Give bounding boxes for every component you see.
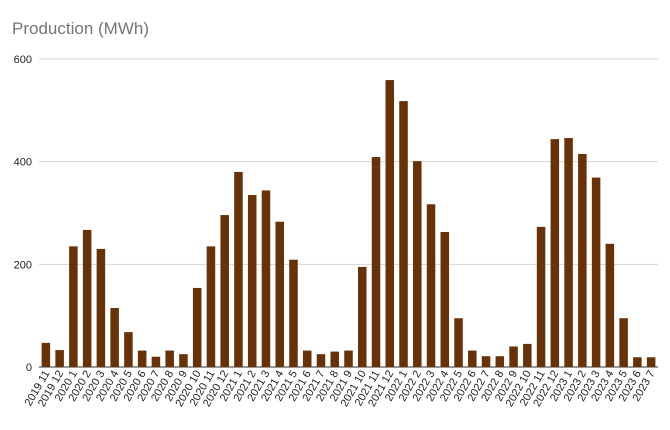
bar — [578, 153, 587, 367]
bar — [289, 259, 298, 367]
bar — [192, 287, 202, 367]
bar — [371, 157, 381, 367]
bar — [426, 204, 436, 367]
bar — [165, 350, 174, 367]
bar — [96, 248, 106, 367]
y-axis: 0 200 400 600 — [14, 54, 32, 374]
bar — [633, 357, 642, 367]
y-tick-label: 400 — [14, 157, 32, 169]
bar — [302, 350, 312, 367]
bar — [261, 190, 271, 367]
bar — [413, 161, 422, 367]
bar — [151, 356, 161, 367]
bar — [399, 101, 408, 367]
bar — [41, 342, 51, 367]
bar — [481, 356, 491, 367]
bar — [82, 229, 92, 367]
bar — [206, 246, 216, 367]
bar — [385, 80, 395, 368]
bar — [564, 138, 573, 367]
bar — [440, 231, 450, 367]
bar — [468, 350, 477, 367]
bar — [509, 346, 518, 367]
y-tick-label: 600 — [14, 54, 32, 66]
bar — [275, 221, 284, 367]
bar — [220, 215, 229, 367]
bar — [619, 318, 628, 367]
y-tick-label: 200 — [14, 259, 32, 271]
bar — [357, 266, 367, 367]
bar — [646, 357, 656, 367]
bar — [591, 177, 601, 367]
bar — [330, 351, 340, 367]
bar — [536, 226, 546, 367]
bars — [41, 80, 656, 368]
bar — [234, 171, 243, 367]
bar — [344, 350, 353, 367]
bar — [495, 356, 505, 367]
y-tick-label: 0 — [26, 362, 32, 374]
bar — [124, 332, 133, 367]
bar — [454, 318, 463, 367]
bar — [110, 307, 119, 367]
bar — [550, 139, 560, 367]
bar — [69, 246, 78, 367]
bar — [605, 243, 615, 367]
bar — [247, 195, 257, 367]
bar — [316, 354, 326, 367]
chart-title: Production (MWh) — [12, 19, 149, 38]
bar — [55, 350, 64, 367]
bar — [523, 343, 532, 367]
bar — [137, 350, 147, 367]
bar — [179, 354, 188, 367]
